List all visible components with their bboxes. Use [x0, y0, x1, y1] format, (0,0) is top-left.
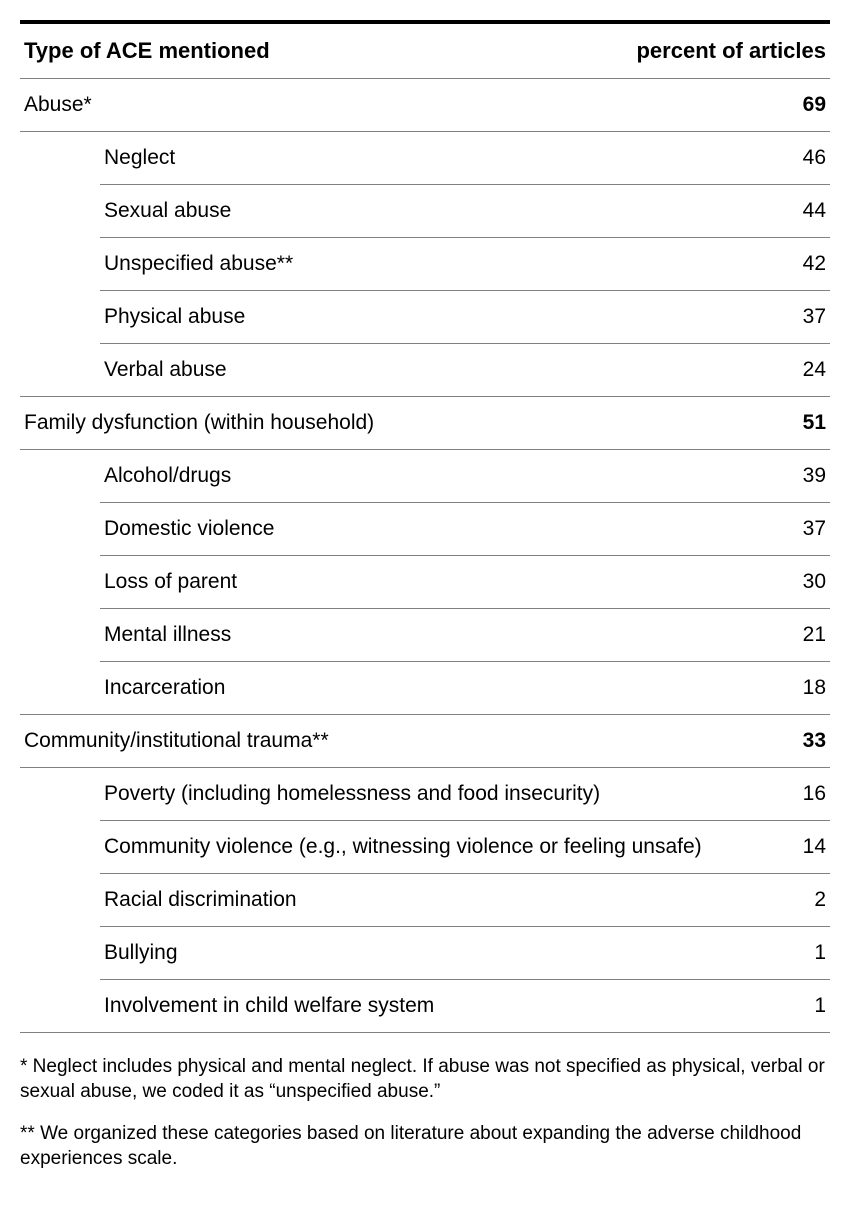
sub-label: Verbal abuse: [104, 358, 227, 382]
sub-row: Loss of parent 30: [100, 556, 830, 609]
sub-row: Alcohol/drugs 39: [100, 450, 830, 503]
sub-value: 39: [803, 464, 826, 488]
sub-value: 18: [803, 676, 826, 700]
sub-row: Involvement in child welfare system 1: [20, 980, 830, 1033]
sub-value: 21: [803, 623, 826, 647]
category-row: Family dysfunction (within household) 51: [20, 397, 830, 450]
category-value: 69: [803, 93, 826, 117]
sub-row: Bullying 1: [100, 927, 830, 980]
table-header-row: Type of ACE mentioned percent of article…: [20, 24, 830, 79]
sub-label: Alcohol/drugs: [104, 464, 231, 488]
sub-row: Mental illness 21: [100, 609, 830, 662]
sub-label: Loss of parent: [104, 570, 237, 594]
footnote: ** We organized these categories based o…: [20, 1122, 830, 1171]
sub-row: Physical abuse 37: [100, 291, 830, 344]
sub-value: 44: [803, 199, 826, 223]
sub-label: Bullying: [104, 941, 178, 965]
sub-value: 14: [803, 835, 826, 859]
sub-value: 2: [814, 888, 826, 912]
sub-label: Involvement in child welfare system: [104, 994, 434, 1018]
sub-row: Incarceration 18: [20, 662, 830, 715]
col-header-type: Type of ACE mentioned: [24, 38, 270, 64]
sub-row: Community violence (e.g., witnessing vio…: [100, 821, 830, 874]
sub-value: 24: [803, 358, 826, 382]
sub-value: 1: [814, 941, 826, 965]
sub-label: Unspecified abuse**: [104, 252, 293, 276]
sub-label: Neglect: [104, 146, 175, 170]
category-label: Family dysfunction (within household): [24, 411, 374, 435]
category-value: 33: [803, 729, 826, 753]
footnotes: * Neglect includes physical and mental n…: [20, 1055, 830, 1172]
sub-value: 1: [814, 994, 826, 1018]
sub-value: 30: [803, 570, 826, 594]
sub-row: Unspecified abuse** 42: [100, 238, 830, 291]
category-label: Abuse*: [24, 93, 92, 117]
sub-row: Poverty (including homelessness and food…: [100, 768, 830, 821]
sub-value: 37: [803, 305, 826, 329]
sub-label: Physical abuse: [104, 305, 245, 329]
category-row: Community/institutional trauma** 33: [20, 715, 830, 768]
sub-row: Sexual abuse 44: [100, 185, 830, 238]
sub-label: Mental illness: [104, 623, 231, 647]
category-value: 51: [803, 411, 826, 435]
sub-row: Verbal abuse 24: [20, 344, 830, 397]
sub-row: Racial discrimination 2: [100, 874, 830, 927]
sub-label: Community violence (e.g., witnessing vio…: [104, 835, 702, 859]
category-row: Abuse* 69: [20, 79, 830, 132]
ace-table: Type of ACE mentioned percent of article…: [20, 20, 830, 1033]
sub-value: 46: [803, 146, 826, 170]
col-header-percent: percent of articles: [636, 38, 826, 64]
sub-value: 42: [803, 252, 826, 276]
sub-row: Neglect 46: [100, 132, 830, 185]
sub-label: Racial discrimination: [104, 888, 297, 912]
footnote: * Neglect includes physical and mental n…: [20, 1055, 830, 1104]
sub-label: Poverty (including homelessness and food…: [104, 782, 600, 806]
sub-row: Domestic violence 37: [100, 503, 830, 556]
sub-value: 37: [803, 517, 826, 541]
sub-label: Incarceration: [104, 676, 225, 700]
category-label: Community/institutional trauma**: [24, 729, 329, 753]
sub-label: Sexual abuse: [104, 199, 231, 223]
sub-label: Domestic violence: [104, 517, 274, 541]
sub-value: 16: [803, 782, 826, 806]
